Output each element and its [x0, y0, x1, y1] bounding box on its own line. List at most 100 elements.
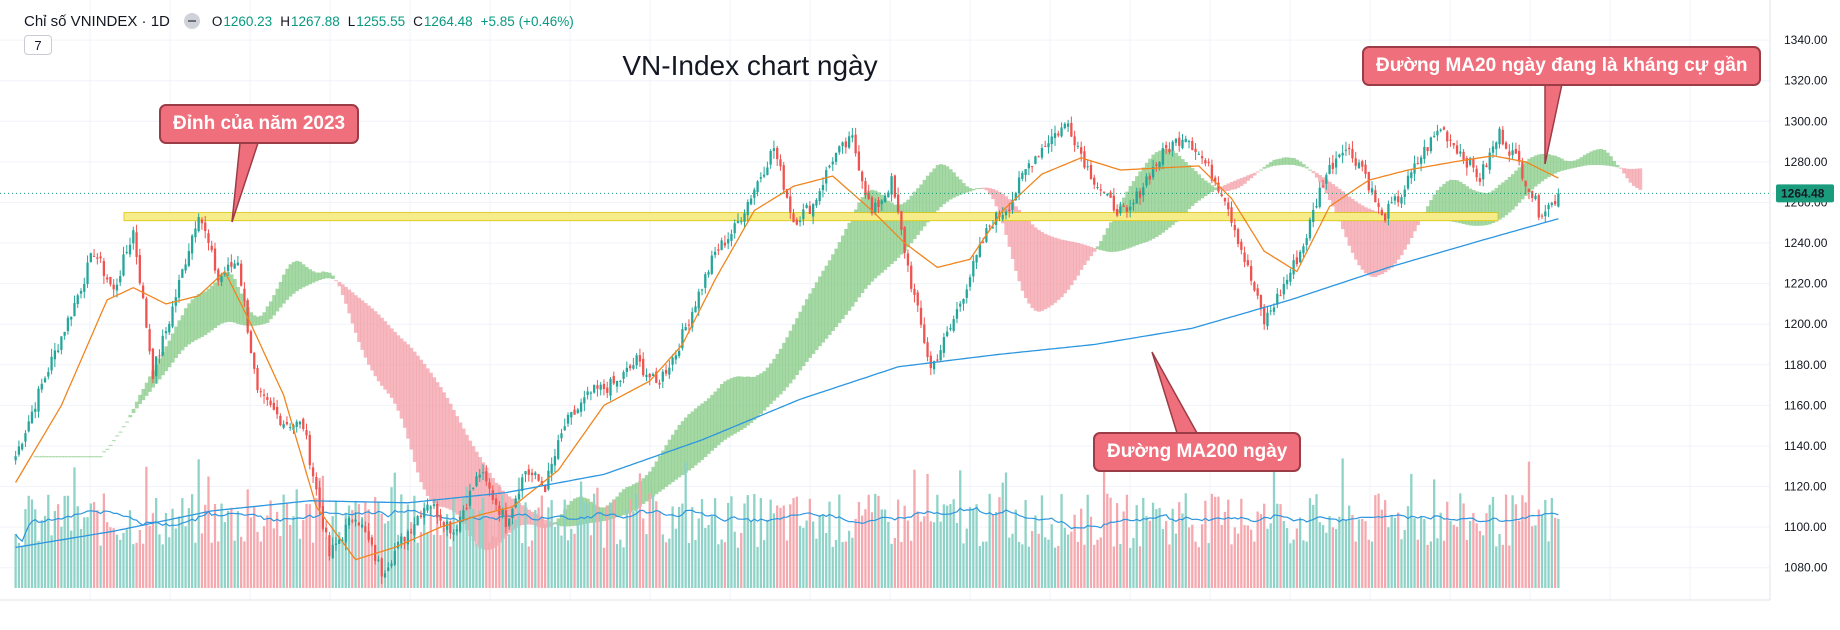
cloud-segment-bearish — [1631, 168, 1636, 186]
candle — [900, 210, 903, 236]
candle — [713, 246, 717, 259]
volume-bar — [821, 515, 825, 588]
volume-bar — [1531, 526, 1534, 588]
cloud-segment-bullish — [49, 456, 54, 458]
volume-bar — [677, 506, 681, 588]
candle — [1393, 193, 1397, 205]
candle — [419, 510, 423, 519]
cloud-segment-bullish — [968, 188, 973, 192]
cloud-segment-bullish — [1099, 241, 1103, 251]
volume-bar — [187, 508, 191, 588]
candle — [1553, 194, 1557, 207]
cloud-segment-bullish — [76, 456, 80, 458]
volume-bar — [315, 497, 318, 588]
candle — [1093, 174, 1096, 190]
cloud-segment-bullish — [889, 202, 894, 265]
volume-bar — [1285, 528, 1289, 588]
candle — [1138, 188, 1142, 205]
volume-bar — [468, 497, 472, 588]
candle — [210, 240, 213, 253]
cloud-segment-bullish — [945, 166, 950, 202]
cloud-segment-bullish — [929, 172, 933, 219]
volume-bar — [1400, 539, 1403, 588]
volume-bar — [1433, 479, 1436, 588]
volume-bar — [1348, 505, 1351, 588]
candle — [1178, 131, 1181, 152]
candle — [390, 560, 393, 569]
ohlc-values: O1260.23 H1267.88 L1255.55 C1264.48 +5.85 (+… — [212, 14, 574, 29]
cloud-segment-bearish — [337, 281, 342, 287]
volume-bar — [1266, 528, 1269, 588]
volume-bar — [1377, 493, 1380, 588]
cloud-segment-bearish — [1030, 224, 1035, 308]
cloud-segment-bullish — [1291, 157, 1296, 166]
cloud-segment-bullish — [1510, 174, 1515, 210]
cloud-segment-bullish — [713, 391, 718, 448]
volume-bar — [534, 510, 537, 588]
volume-bar — [1138, 546, 1142, 588]
price-axis[interactable]: 1080.00 1100.00 1120.00 1140.00 1160.00 1180.… — [1784, 33, 1828, 575]
volume-bar — [975, 504, 978, 588]
volume-bar — [746, 495, 749, 588]
candle — [923, 317, 926, 345]
volume-bar — [1540, 514, 1544, 588]
cloud-segment-bullish — [687, 414, 692, 471]
cloud-segment-bearish — [1396, 216, 1401, 260]
cloud-segment-bearish — [1363, 207, 1368, 274]
volume-bar — [56, 504, 60, 588]
candle — [1387, 200, 1390, 226]
cloud-segment-bearish — [1027, 221, 1032, 304]
candle — [1351, 141, 1354, 163]
candle — [1060, 122, 1063, 138]
candle — [109, 276, 112, 287]
candle — [1112, 187, 1115, 213]
candle — [151, 347, 155, 384]
candle — [887, 190, 890, 198]
volume-bar — [671, 506, 674, 588]
cloud-segment-bullish — [285, 268, 290, 300]
candle — [762, 166, 766, 179]
cloud-segment-bearish — [1226, 183, 1231, 191]
candle — [1243, 246, 1246, 268]
candle — [1465, 155, 1468, 176]
cloud-segment-bullish — [867, 190, 871, 286]
volume-bar — [135, 542, 138, 588]
candle — [661, 369, 664, 389]
volume-bar — [1380, 509, 1384, 588]
candle — [1377, 198, 1380, 214]
candle — [1044, 140, 1047, 147]
volume-bar — [1161, 529, 1165, 588]
cloud-segment-bullish — [1295, 159, 1300, 166]
candle — [1517, 144, 1521, 166]
cloud-segment-bullish — [870, 189, 875, 282]
volume-bar — [1191, 524, 1194, 588]
collapse-icon[interactable] — [183, 13, 200, 29]
candle — [481, 464, 485, 481]
candle — [1266, 306, 1269, 330]
volume-bar — [916, 511, 919, 588]
candle — [1439, 128, 1442, 133]
cloud-segment-bullish — [1458, 181, 1463, 224]
volume-bar — [485, 519, 488, 588]
volume-bar — [1465, 540, 1468, 588]
cloud-segment-bullish — [311, 271, 316, 283]
candle — [60, 336, 63, 355]
cloud-segment-bullish — [239, 293, 244, 325]
volume-bar — [766, 519, 769, 588]
cloud-segment-bearish — [1066, 240, 1071, 290]
candle — [867, 184, 870, 201]
candle — [759, 172, 762, 183]
symbol-title[interactable]: Chỉ số VNINDEX · 1D — [24, 12, 170, 30]
candle — [1066, 119, 1070, 133]
volume-bar — [779, 507, 782, 588]
volume-bar — [1357, 519, 1361, 588]
volume-bar — [210, 542, 213, 588]
interval-toggle-button[interactable]: 7 — [24, 35, 52, 55]
volume-bar — [851, 537, 854, 588]
candle — [1109, 190, 1112, 198]
volume-bar — [60, 526, 63, 588]
cloud-segment-bullish — [268, 301, 273, 320]
candle — [766, 161, 769, 176]
cloud-segment-bullish — [726, 379, 731, 438]
